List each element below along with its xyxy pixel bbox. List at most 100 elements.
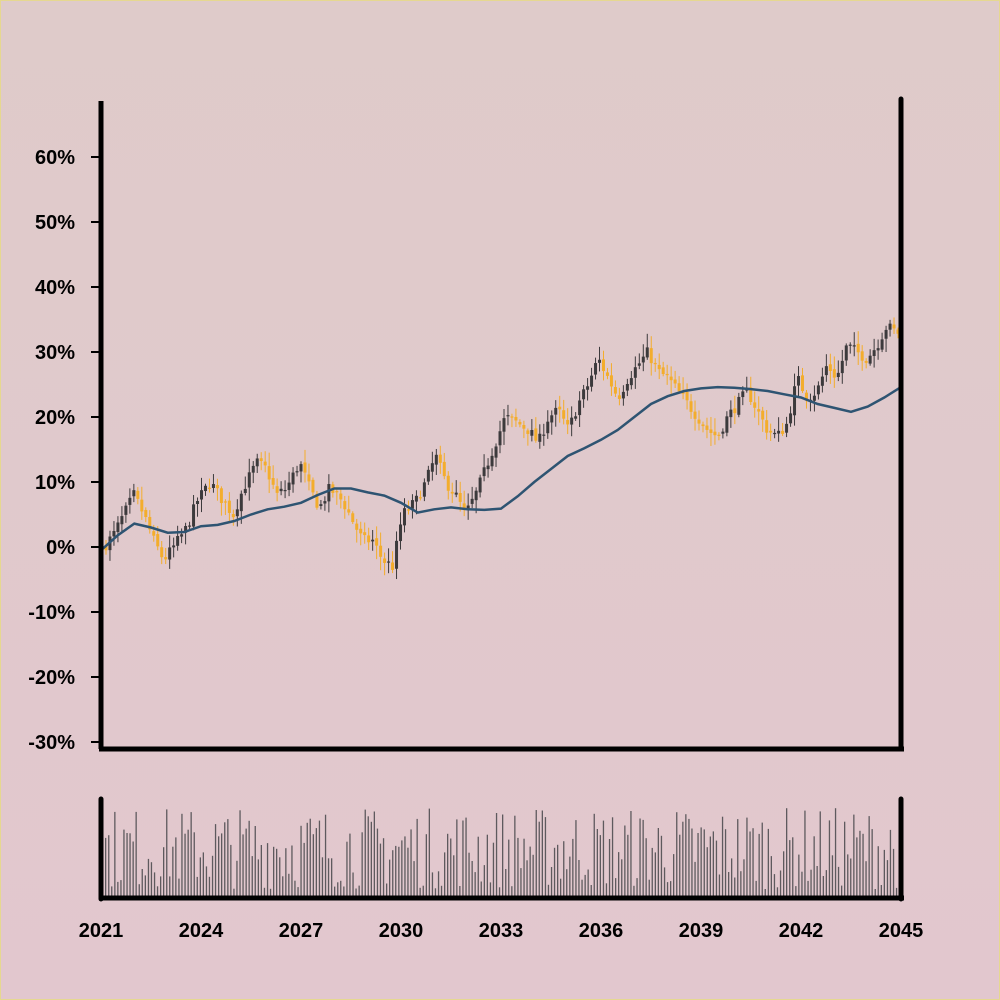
volume-bar (651, 847, 653, 897)
volume-bar (859, 830, 861, 897)
candle-body (852, 345, 856, 347)
volume-bar (666, 882, 669, 897)
candle-body (299, 464, 303, 472)
volume-bar (615, 878, 617, 897)
volume-bar (315, 828, 317, 897)
candle-body (470, 498, 474, 504)
candle-body (494, 446, 498, 458)
candle-body (769, 430, 773, 433)
x-tick-label: 2042 (779, 920, 824, 942)
x-tick-label: 2024 (179, 920, 224, 942)
candle-body (474, 490, 478, 501)
volume-bar (135, 811, 137, 897)
candle-body (860, 351, 864, 361)
volume-bar (245, 828, 247, 897)
x-tick-label: 2033 (479, 920, 524, 942)
candle-body (430, 463, 434, 472)
volume-bar (880, 885, 882, 897)
volume-bar (572, 838, 574, 897)
volume-bar (285, 848, 287, 897)
volume-bar (633, 885, 635, 897)
candle-body (402, 508, 406, 526)
candle-body (502, 418, 506, 432)
volume-bar (761, 822, 763, 897)
volume-bar (224, 822, 226, 897)
candle-body (605, 372, 609, 376)
volume-bar (450, 838, 452, 897)
volume-bar (422, 885, 424, 897)
volume-bar (401, 840, 403, 897)
volume-bar (728, 872, 730, 897)
volume-bar (123, 829, 125, 897)
volume-bar (703, 829, 705, 897)
volume-bar (709, 836, 711, 897)
volume-bar (886, 860, 889, 897)
volume-bar (273, 846, 275, 897)
candle-body (824, 366, 828, 376)
candle-body (534, 428, 538, 441)
volume-bar (700, 827, 702, 897)
volume-bar (300, 825, 302, 897)
candle-body (379, 545, 383, 557)
candle-body (665, 373, 669, 376)
candle-body (283, 489, 287, 492)
candle-body (251, 465, 255, 473)
candle-body (490, 455, 494, 467)
volume-bar (596, 829, 598, 897)
volume-bar (807, 880, 809, 897)
volume-bar (724, 829, 727, 897)
candle-body (434, 454, 438, 465)
candle-body (542, 434, 546, 436)
volume-bar (648, 879, 650, 897)
candle-body (287, 482, 291, 490)
volume-bar (505, 869, 507, 897)
volume-bar (392, 850, 394, 897)
candle-body (574, 416, 578, 419)
candle-body (856, 343, 860, 353)
volume-bar (560, 878, 562, 897)
candle-body (307, 474, 311, 482)
candle-body (446, 475, 450, 491)
volume-bar (657, 828, 659, 897)
volume-bar (627, 834, 629, 897)
volume-bar (630, 811, 632, 897)
candle-body (522, 425, 526, 429)
candle-body (355, 523, 359, 530)
volume-bar (874, 889, 876, 897)
candle-body (399, 524, 403, 542)
candle-body (530, 430, 534, 436)
volume-bar (199, 857, 201, 897)
volume-bar (837, 866, 840, 897)
candle-body (621, 391, 625, 399)
candle-body (828, 364, 832, 371)
volume-bar (239, 810, 241, 897)
volume-bar (108, 835, 110, 897)
volume-bar (813, 836, 815, 897)
candle-body (594, 363, 598, 375)
candle-body (454, 492, 458, 495)
candle-body (725, 416, 729, 433)
candle-body (546, 421, 550, 434)
candle-body (888, 323, 892, 330)
volume-bar (492, 842, 495, 897)
volume-bar (483, 865, 485, 897)
candle-body (685, 391, 689, 401)
volume-bar (895, 887, 898, 897)
candle-body (148, 516, 152, 530)
candle-body (363, 532, 367, 536)
moving-average-line (100, 385, 902, 552)
candle-body (215, 485, 219, 489)
volume-bar (340, 880, 342, 897)
candle-body (562, 410, 566, 419)
volume-bar (379, 843, 382, 897)
candle-body (391, 562, 395, 570)
volume-bar (688, 818, 690, 897)
volume-bar (126, 833, 128, 897)
candle-body (633, 367, 637, 378)
volume-bar (132, 841, 134, 897)
volume-bar (819, 811, 821, 897)
volume-bar (868, 816, 870, 897)
volume-bar (175, 837, 177, 897)
volume-bar (221, 833, 223, 897)
candle-body (136, 490, 140, 499)
